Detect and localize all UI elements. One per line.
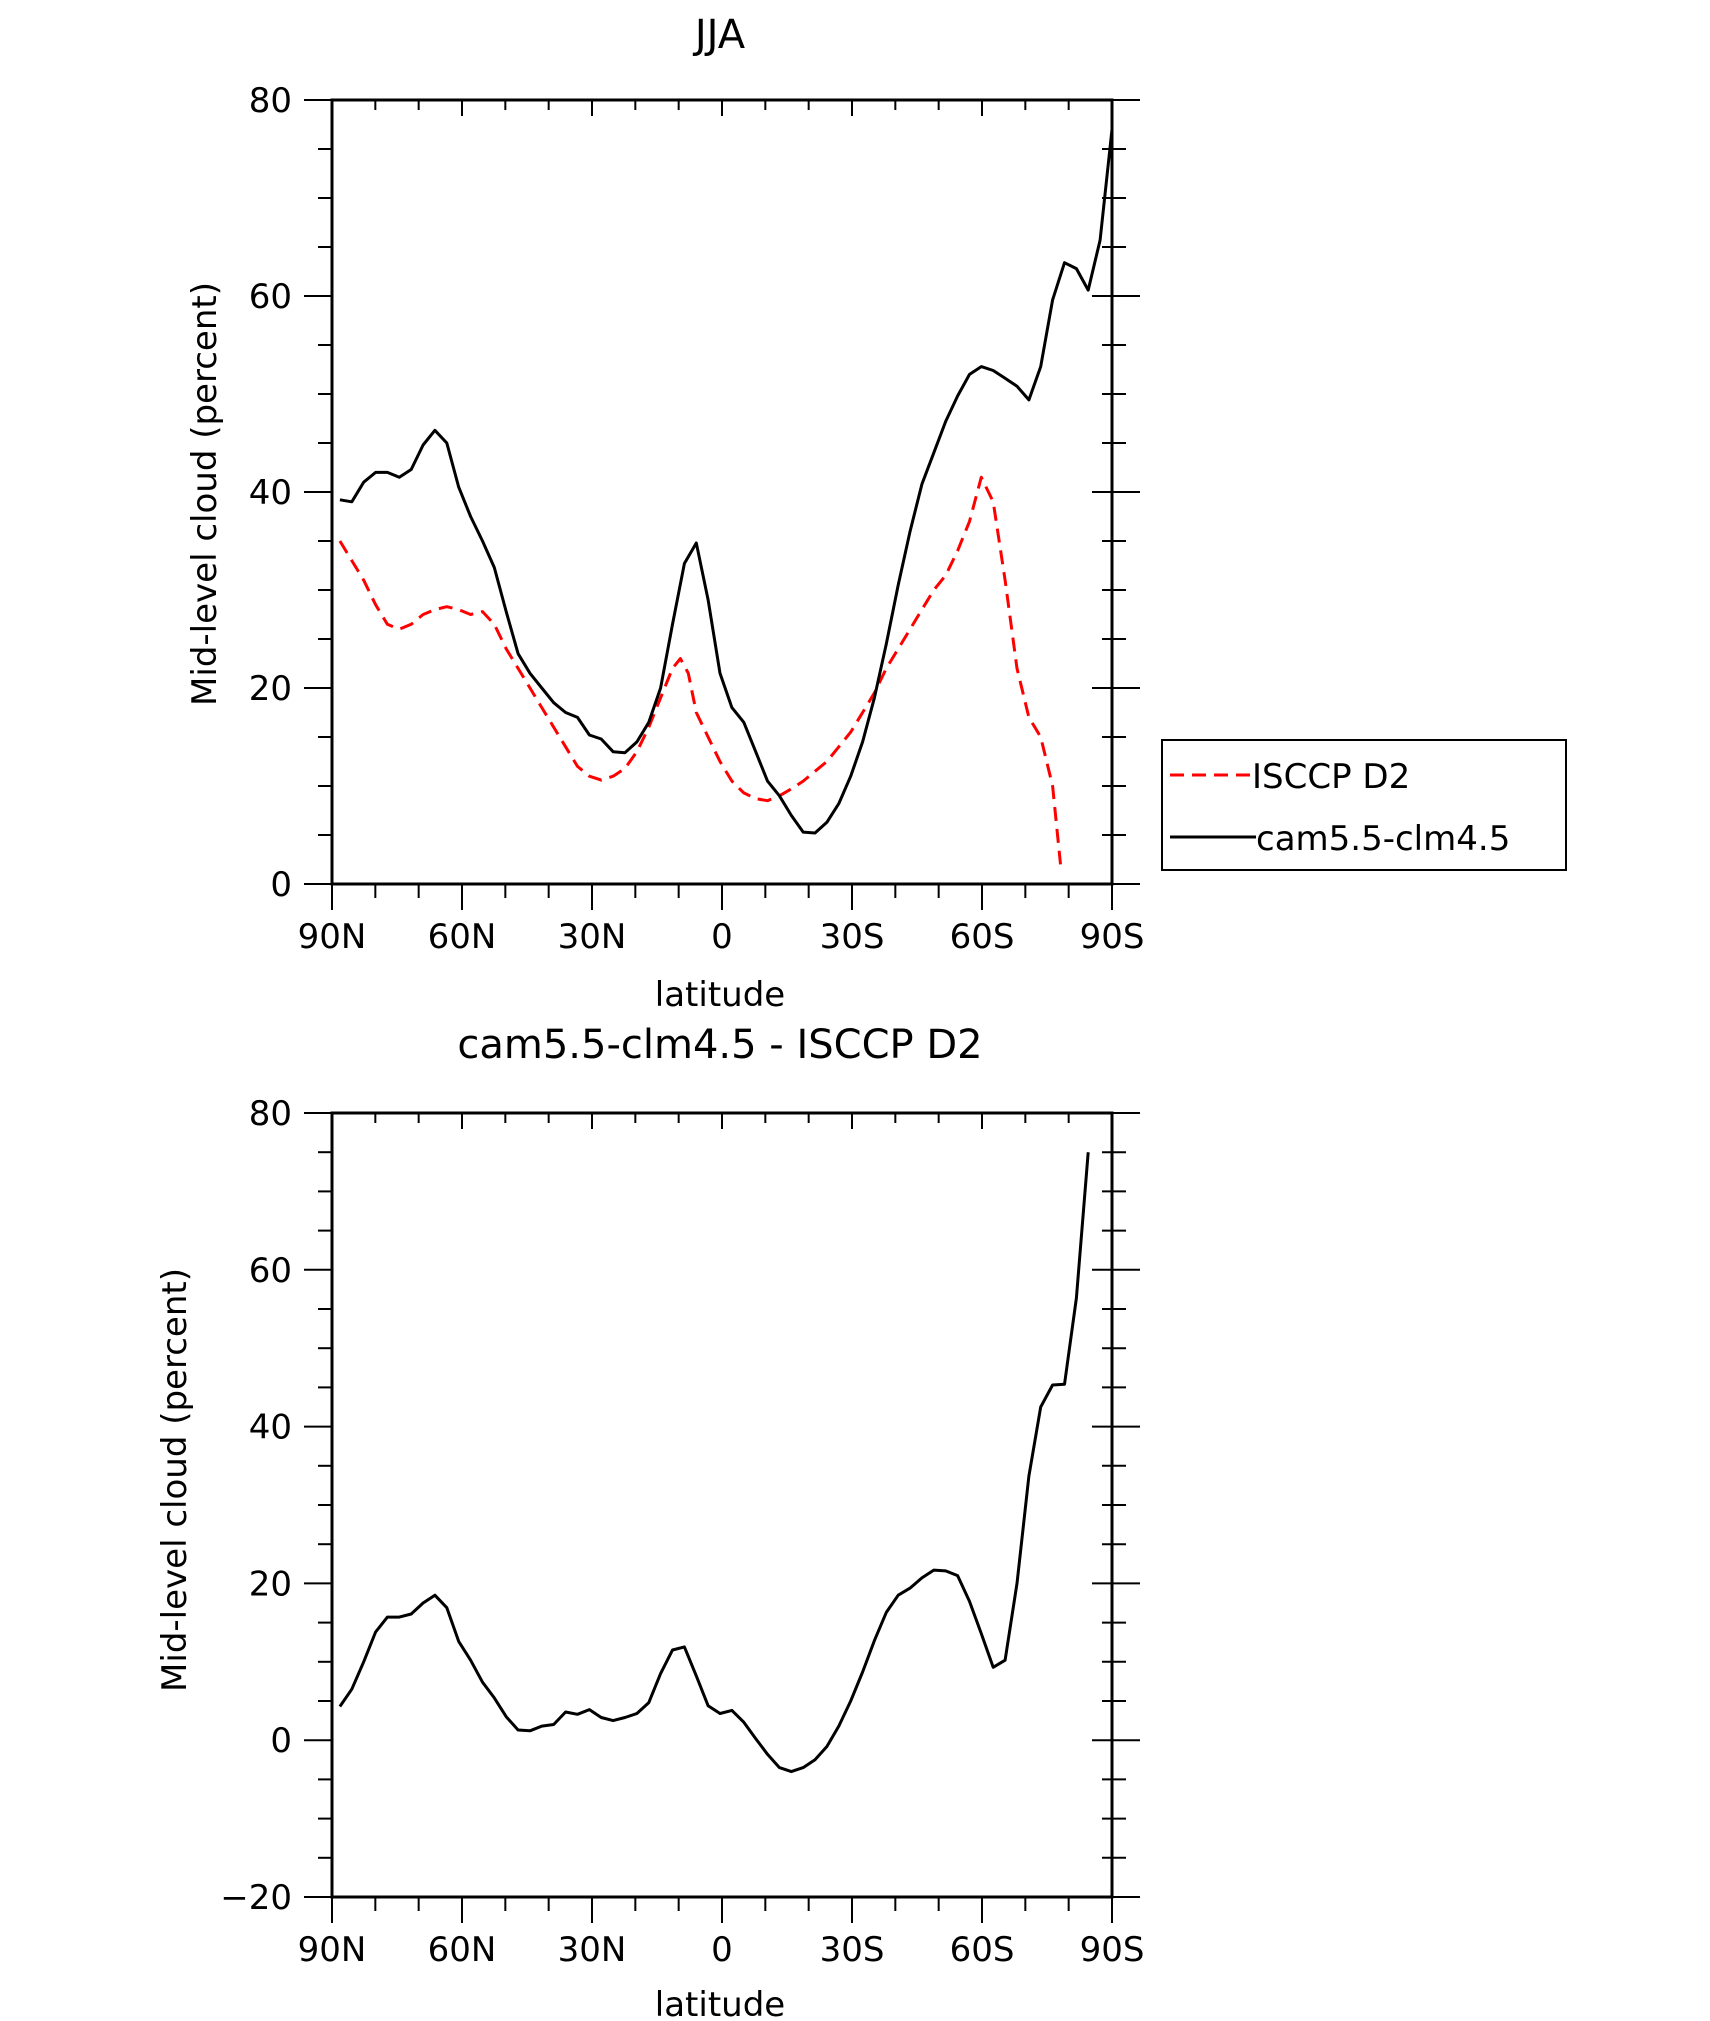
y-tick-label: 0 bbox=[270, 1721, 292, 1761]
x-axis-label: latitude bbox=[655, 975, 785, 1015]
x-tick-label: 0 bbox=[711, 917, 733, 957]
x-tick-label: 0 bbox=[711, 1930, 733, 1970]
y-tick-label: 20 bbox=[249, 669, 292, 709]
plot-area bbox=[330, 1111, 1114, 1899]
y-tick-label: 60 bbox=[249, 1251, 292, 1291]
legend-label-cam: cam5.5-clm4.5 bbox=[1256, 819, 1510, 859]
x-tick-label: 90S bbox=[1080, 917, 1145, 957]
y-axis-label: Mid-level cloud (percent) bbox=[155, 1268, 195, 1692]
series-line-0 bbox=[338, 475, 1062, 865]
x-tick-label: 30S bbox=[820, 917, 885, 957]
series-line-0 bbox=[338, 1152, 1090, 1774]
y-tick-label: 80 bbox=[249, 81, 292, 121]
y-tick-label: 20 bbox=[249, 1564, 292, 1604]
x-tick-label: 30N bbox=[558, 1930, 627, 1970]
x-axis-label: latitude bbox=[655, 1985, 785, 2021]
x-tick-label: 30N bbox=[558, 917, 627, 957]
y-tick-label: 0 bbox=[270, 865, 292, 905]
y-axis-ticks: 0 20 40 60 80 bbox=[249, 81, 1140, 905]
y-tick-label: 40 bbox=[249, 1408, 292, 1448]
x-tick-label: 60N bbox=[428, 1930, 497, 1970]
x-tick-label: 90S bbox=[1080, 1930, 1145, 1970]
plot-frame bbox=[330, 98, 1114, 886]
y-tick-label: 40 bbox=[249, 473, 292, 513]
x-tick-label: 60S bbox=[950, 917, 1015, 957]
y-tick-label: 80 bbox=[249, 1094, 292, 1134]
x-axis-ticks: 90N 60N 30N 0 30S 60S 90S bbox=[298, 1113, 1145, 1970]
legend: ISCCP D2 cam5.5-clm4.5 bbox=[1161, 739, 1567, 871]
y-axis-ticks: −20 0 20 40 60 80 bbox=[220, 1094, 1140, 1918]
series-line-1 bbox=[339, 129, 1114, 835]
y-axis-label: Mid-level cloud (percent) bbox=[185, 282, 225, 706]
chart-title: JJA bbox=[692, 12, 746, 58]
legend-label-isccp: ISCCP D2 bbox=[1252, 757, 1410, 797]
x-tick-label: 60N bbox=[428, 917, 497, 957]
plot-frame bbox=[330, 1111, 1114, 1899]
y-tick-label: −20 bbox=[220, 1878, 292, 1918]
x-tick-label: 60S bbox=[950, 1930, 1015, 1970]
chart-top: JJA 0 20 40 60 80 90N 60N 30N 0 30S 60S 90S latitu… bbox=[185, 12, 1567, 1015]
chart-title: cam5.5-clm4.5 - ISCCP D2 bbox=[457, 1022, 982, 1068]
x-tick-label: 90N bbox=[298, 1930, 367, 1970]
series-group bbox=[338, 1152, 1090, 1774]
plot-area bbox=[330, 98, 1114, 886]
x-tick-label: 90N bbox=[298, 917, 367, 957]
x-axis-ticks: 90N 60N 30N 0 30S 60S 90S bbox=[298, 100, 1145, 957]
series-group bbox=[338, 129, 1114, 865]
y-tick-label: 60 bbox=[249, 277, 292, 317]
legend-box bbox=[1161, 739, 1567, 871]
x-tick-label: 30S bbox=[820, 1930, 885, 1970]
chart-bottom: cam5.5-clm4.5 - ISCCP D2 −20 0 20 40 60 80 90… bbox=[155, 1022, 1144, 2021]
